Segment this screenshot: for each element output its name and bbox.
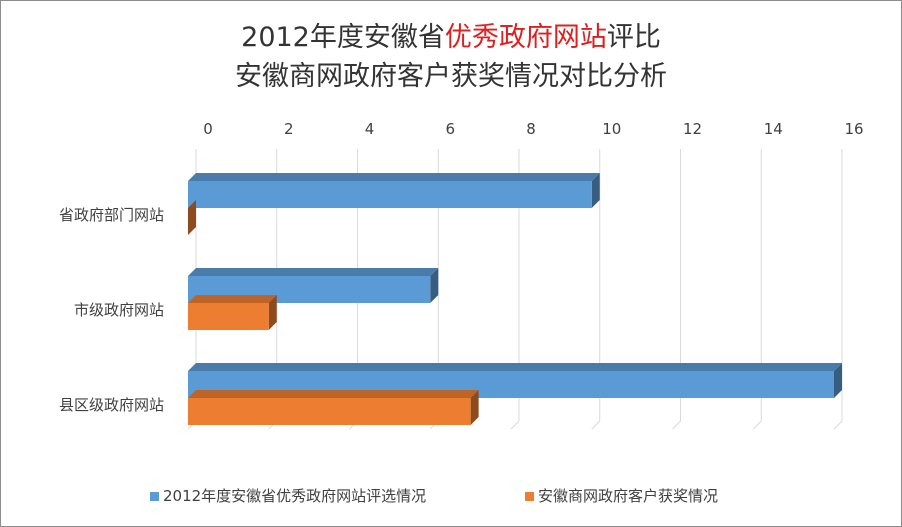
x-tick-label: 12	[683, 120, 702, 138]
title-suffix: 评比	[607, 22, 661, 53]
chart-title: 2012年度安徽省优秀政府网站评比 安徽商网政府客户获奖情况对比分析	[235, 22, 667, 92]
bars	[188, 173, 842, 425]
legend-swatch	[150, 492, 159, 501]
gridline	[833, 149, 843, 430]
bar-side	[268, 295, 277, 330]
x-tick-label: 10	[602, 120, 621, 138]
legend-swatch	[525, 492, 534, 501]
bar	[188, 398, 471, 425]
bar-side	[470, 390, 479, 425]
gridline	[752, 149, 762, 430]
title-highlight: 优秀政府网站	[445, 22, 607, 53]
x-tick-label: 0	[203, 120, 213, 138]
gridline	[591, 149, 601, 430]
x-tick-label: 16	[844, 120, 863, 138]
category-label: 市级政府网站	[74, 301, 164, 319]
category-label: 县区级政府网站	[59, 396, 164, 414]
chart-title-line2: 安徽商网政府客户获奖情况对比分析	[235, 61, 667, 92]
bar-top	[188, 173, 600, 181]
bar-top	[188, 268, 439, 276]
bar-side	[834, 363, 842, 398]
title-prefix: 2012年度安徽省	[241, 22, 445, 53]
bar-side	[591, 173, 600, 208]
chart-title-line1: 2012年度安徽省优秀政府网站评比	[241, 22, 661, 53]
bar-side	[188, 200, 196, 235]
legend-label: 2012年度安徽省优秀政府网站评选情况	[163, 487, 426, 505]
bar-top	[188, 390, 479, 398]
category-label: 省政府部门网站	[59, 206, 164, 224]
gridlines	[187, 149, 843, 430]
bar-top	[188, 295, 277, 303]
bar	[188, 303, 269, 330]
x-tick-label: 2	[284, 120, 294, 138]
x-tick-label: 4	[365, 120, 375, 138]
x-tick-label: 8	[526, 120, 536, 138]
legend: 2012年度安徽省优秀政府网站评选情况 安徽商网政府客户获奖情况	[150, 487, 718, 505]
legend-label: 安徽商网政府客户获奖情况	[538, 487, 718, 505]
bar-side	[430, 268, 439, 303]
axis-tick-labels: 0 2 4 6 8 10 12 14 16	[203, 120, 863, 138]
gridline	[672, 149, 681, 430]
bar-top	[188, 363, 842, 371]
bar	[188, 181, 592, 208]
x-tick-label: 6	[445, 120, 455, 138]
x-tick-label: 14	[764, 120, 783, 138]
gridline	[510, 149, 520, 430]
